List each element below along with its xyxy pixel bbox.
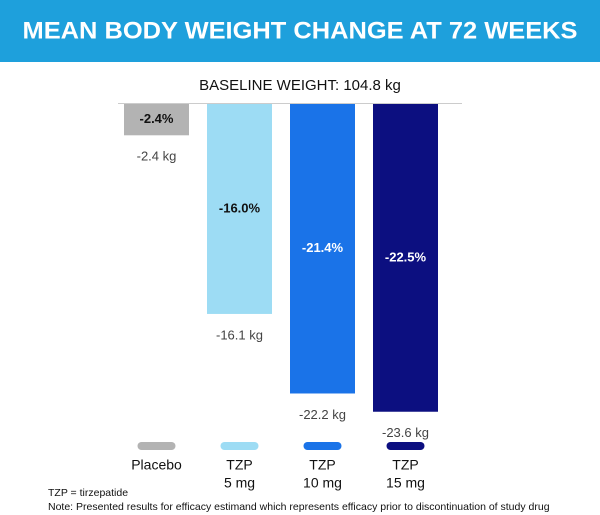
- percent-label: -22.5%: [385, 249, 427, 264]
- bar: [124, 104, 189, 136]
- legend-label: 10 mg: [303, 475, 342, 491]
- bar: [373, 104, 438, 412]
- title-banner: [0, 0, 600, 62]
- legend-label: 5 mg: [224, 475, 255, 491]
- bar: [207, 104, 272, 314]
- bar: [290, 104, 355, 394]
- legend-swatch: [220, 442, 259, 450]
- percent-label: -2.4%: [140, 111, 174, 126]
- kg-label: -23.6 kg: [382, 425, 429, 440]
- legend-swatch: [386, 442, 425, 450]
- legend-label: Placebo: [131, 457, 182, 473]
- footnote: TZP = tirzepatide: [48, 487, 128, 499]
- legend-label: TZP: [309, 457, 335, 473]
- footnote: Note: Presented results for efficacy est…: [48, 501, 550, 513]
- chart-subtitle: BASELINE WEIGHT: 104.8 kg: [199, 77, 401, 94]
- legend-label: 15 mg: [386, 475, 425, 491]
- chart-title: MEAN BODY WEIGHT CHANGE AT 72 WEEKS: [23, 17, 578, 44]
- kg-label: -16.1 kg: [216, 327, 263, 342]
- percent-label: -16.0%: [219, 200, 261, 215]
- legend-swatch: [137, 442, 176, 450]
- percent-label: -21.4%: [302, 240, 344, 255]
- kg-label: -2.4 kg: [137, 149, 177, 164]
- legend-label: TZP: [392, 457, 418, 473]
- kg-label: -22.2 kg: [299, 407, 346, 422]
- legend-label: TZP: [226, 457, 252, 473]
- legend-swatch: [303, 442, 342, 450]
